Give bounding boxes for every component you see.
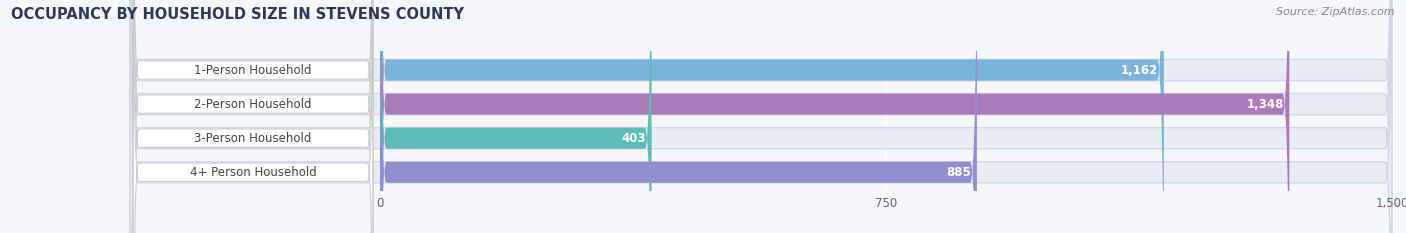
Text: 885: 885 (946, 166, 972, 179)
Text: 2-Person Household: 2-Person Household (194, 98, 312, 111)
Text: OCCUPANCY BY HOUSEHOLD SIZE IN STEVENS COUNTY: OCCUPANCY BY HOUSEHOLD SIZE IN STEVENS C… (11, 7, 464, 22)
FancyBboxPatch shape (380, 0, 1164, 233)
Text: 3-Person Household: 3-Person Household (194, 132, 312, 145)
FancyBboxPatch shape (129, 0, 1392, 233)
Text: 403: 403 (621, 132, 647, 145)
Text: 4+ Person Household: 4+ Person Household (190, 166, 316, 179)
FancyBboxPatch shape (134, 0, 373, 233)
Text: 1-Person Household: 1-Person Household (194, 64, 312, 76)
FancyBboxPatch shape (380, 0, 651, 233)
Text: 1,348: 1,348 (1247, 98, 1284, 111)
FancyBboxPatch shape (134, 0, 373, 233)
FancyBboxPatch shape (129, 0, 1392, 233)
FancyBboxPatch shape (380, 0, 1289, 233)
Text: 1,162: 1,162 (1121, 64, 1159, 76)
FancyBboxPatch shape (129, 0, 1392, 233)
FancyBboxPatch shape (129, 0, 1392, 233)
FancyBboxPatch shape (134, 0, 373, 233)
FancyBboxPatch shape (134, 0, 373, 233)
FancyBboxPatch shape (380, 0, 977, 233)
Text: Source: ZipAtlas.com: Source: ZipAtlas.com (1277, 7, 1395, 17)
